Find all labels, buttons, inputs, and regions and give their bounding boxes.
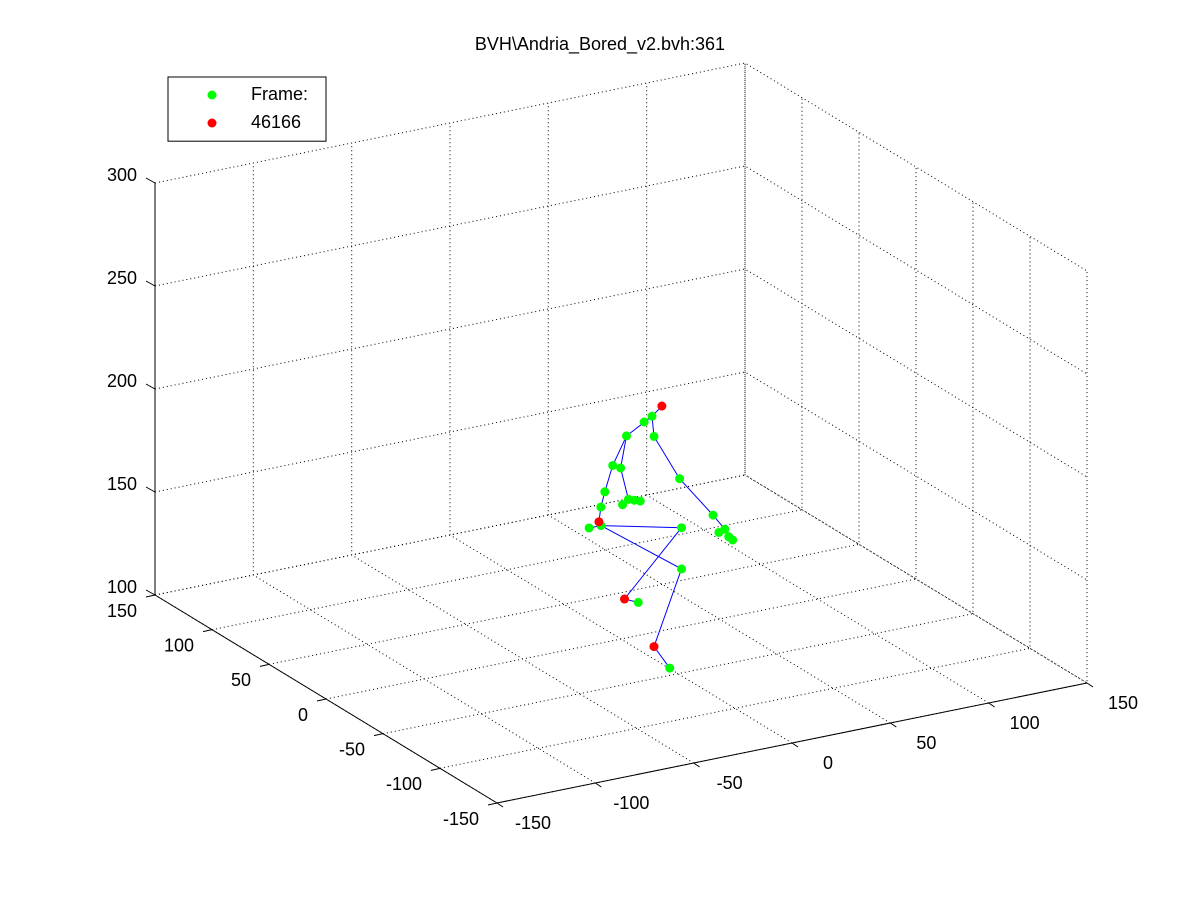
legend-marker xyxy=(207,118,217,128)
grid-line xyxy=(449,123,793,744)
grid-line xyxy=(547,103,891,724)
point xyxy=(720,524,730,534)
grid-line xyxy=(154,62,1088,272)
point xyxy=(677,523,687,533)
point xyxy=(594,517,604,527)
z-tick xyxy=(145,280,156,287)
y-tick xyxy=(316,698,327,702)
point xyxy=(635,496,645,506)
x-tick-label: -100 xyxy=(613,793,649,813)
y-tick xyxy=(487,802,498,806)
x-tick xyxy=(1086,682,1094,688)
point xyxy=(621,431,631,441)
x-tick xyxy=(988,702,995,708)
z-tick xyxy=(145,486,156,493)
legend-label: Frame: xyxy=(251,84,308,104)
point xyxy=(600,487,610,497)
y-tick xyxy=(259,663,270,667)
grid-line xyxy=(744,63,1088,684)
y-tick-label: -100 xyxy=(386,774,422,794)
point xyxy=(584,523,594,533)
y-tick xyxy=(373,733,384,737)
x-tick-label: 150 xyxy=(1108,693,1138,713)
y-tick xyxy=(202,629,213,633)
grid-line xyxy=(439,236,1031,769)
x-tick-label: 100 xyxy=(1010,713,1040,733)
grid-line xyxy=(154,165,1088,375)
point xyxy=(618,500,628,510)
point xyxy=(649,431,659,441)
x-tick xyxy=(496,802,504,808)
z-tick xyxy=(145,383,156,390)
x-tick xyxy=(791,742,799,748)
y-tick-label: 0 xyxy=(298,705,308,725)
x-tick xyxy=(693,762,700,768)
x-tick-label: -150 xyxy=(515,813,551,833)
z-tick-label: 250 xyxy=(107,268,137,288)
x-tick-label: -50 xyxy=(717,773,743,793)
grid-line xyxy=(646,83,989,704)
grid-line xyxy=(154,371,1088,581)
legend-marker xyxy=(207,90,217,100)
point xyxy=(665,663,675,673)
point xyxy=(677,564,687,574)
point xyxy=(675,474,685,484)
point xyxy=(647,411,657,421)
point xyxy=(620,594,629,604)
legend-box xyxy=(167,76,327,142)
grid-line xyxy=(154,474,1088,684)
x-tick-label: 0 xyxy=(823,753,833,773)
z-tick xyxy=(145,589,156,596)
z-tick-label: 100 xyxy=(107,577,137,597)
y-tick-label: -150 xyxy=(443,809,479,829)
point xyxy=(639,417,649,427)
point xyxy=(708,510,718,520)
point xyxy=(657,401,667,411)
point xyxy=(633,597,643,607)
y-tick xyxy=(430,767,441,771)
z-tick-label: 200 xyxy=(107,371,137,391)
point xyxy=(596,502,606,512)
legend: Frame: 46166 xyxy=(167,76,327,142)
x-tick xyxy=(595,782,602,788)
point xyxy=(728,535,738,545)
x-tick-label: 50 xyxy=(916,733,936,753)
y-tick xyxy=(145,594,156,598)
grid-line xyxy=(211,97,803,631)
legend-label: 46166 xyxy=(251,112,301,132)
point xyxy=(616,463,626,473)
grid-line xyxy=(325,167,917,700)
grid-line xyxy=(382,201,974,735)
y-tick-label: 150 xyxy=(107,601,137,621)
point xyxy=(649,642,659,652)
z-tick-label: 300 xyxy=(107,165,137,185)
z-tick-label: 150 xyxy=(107,474,137,494)
y-tick-label: 100 xyxy=(164,635,194,655)
grid-line xyxy=(154,268,1088,478)
z-tick xyxy=(145,177,156,184)
y-tick-label: 50 xyxy=(231,670,251,690)
grid-line xyxy=(268,132,860,665)
point xyxy=(608,460,618,470)
x-tick xyxy=(890,722,897,728)
chart-title: BVH\Andria_Bored_v2.bvh:361 xyxy=(475,34,725,55)
y-tick-label: -50 xyxy=(339,739,365,759)
